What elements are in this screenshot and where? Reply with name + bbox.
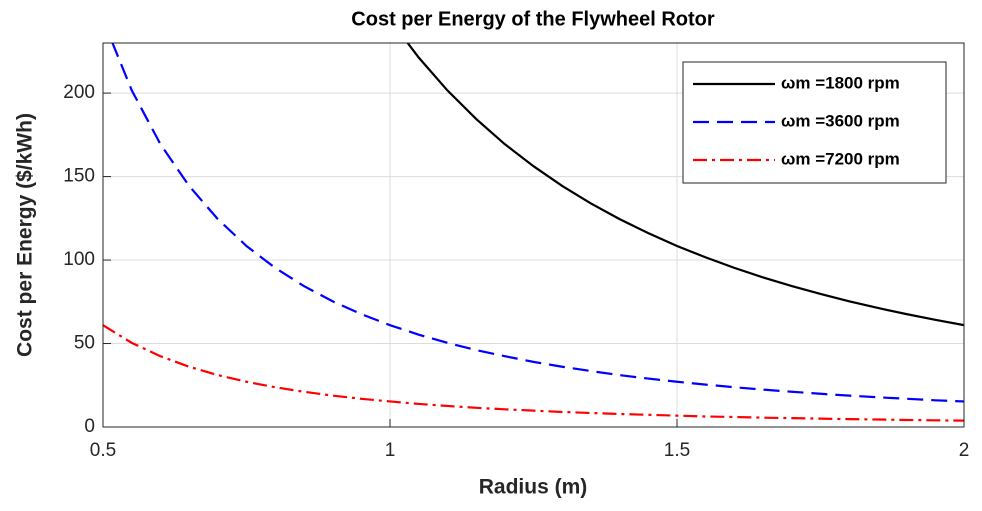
y-tick-label: 0 (84, 416, 95, 437)
series-line (406, 43, 964, 327)
series-line (103, 324, 964, 422)
chart-title: Cost per Energy of the Flywheel Rotor (351, 8, 715, 30)
x-tick-label: 2 (959, 440, 970, 461)
y-tick-label: 200 (63, 82, 95, 103)
x-axis-label: Radius (m) (479, 476, 588, 499)
axes-box (102, 42, 965, 428)
legend-label: ωm =7200 rpm (781, 149, 900, 168)
plot-lines (103, 43, 964, 422)
x-tick-label: 1.5 (664, 440, 690, 461)
y-tick-label: 50 (74, 333, 95, 354)
legend-label: ωm =1800 rpm (781, 73, 900, 92)
x-tick-label: 0.5 (90, 440, 116, 461)
y-tick-label: 100 (63, 249, 95, 270)
y-axis-label: Cost per Energy ($/kWh) (14, 113, 37, 357)
y-tick-label: 150 (63, 166, 95, 187)
legend-label: ωm =3600 rpm (781, 111, 900, 130)
series-line (111, 43, 964, 403)
x-tick-label: 1 (385, 440, 396, 461)
